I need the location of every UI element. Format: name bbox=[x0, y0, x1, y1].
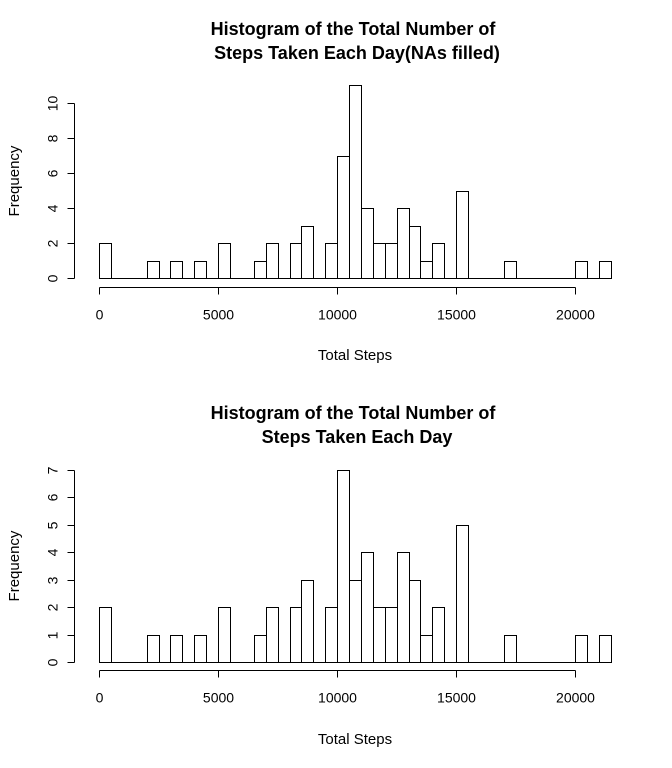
x-tick-label: 5000 bbox=[203, 690, 234, 706]
y-tick-label: 0 bbox=[45, 658, 61, 666]
histogram-bar bbox=[361, 208, 374, 279]
histogram-bars bbox=[99, 85, 612, 279]
histogram-bar bbox=[266, 243, 279, 279]
x-tick-label: 0 bbox=[96, 307, 104, 323]
histogram-bar bbox=[456, 191, 469, 279]
histogram-bar bbox=[301, 226, 314, 279]
histogram-bar bbox=[254, 261, 267, 279]
y-tick-label: 6 bbox=[45, 169, 61, 177]
y-tick-label: 10 bbox=[45, 96, 61, 112]
histogram-bar bbox=[147, 261, 160, 279]
y-tick-label: 2 bbox=[45, 603, 61, 611]
y-tick-label: 1 bbox=[45, 631, 61, 639]
x-tick-label: 20000 bbox=[556, 690, 595, 706]
histogram-bar bbox=[218, 243, 231, 279]
histogram-bar bbox=[456, 525, 469, 663]
histogram-bar bbox=[301, 580, 314, 663]
y-axis: 0 1 2 3 4 5 6 7 bbox=[45, 466, 75, 666]
histogram-panel-filled: Histogram of the Total Number of Steps T… bbox=[6, 19, 612, 364]
histogram-bar bbox=[170, 261, 183, 279]
histogram-bar bbox=[385, 607, 398, 663]
x-tick-label: 15000 bbox=[437, 307, 476, 323]
histogram-bar bbox=[397, 552, 410, 663]
chart-title-line-1: Histogram of the Total Number of bbox=[211, 403, 497, 423]
histogram-bar bbox=[349, 580, 362, 663]
y-axis-label: Frequency bbox=[6, 145, 23, 216]
histogram-bar bbox=[373, 243, 386, 279]
x-tick-label: 5000 bbox=[203, 307, 234, 323]
histogram-bar bbox=[397, 208, 410, 279]
histogram-bar bbox=[504, 261, 517, 279]
histogram-bar bbox=[409, 580, 421, 663]
y-tick-label: 3 bbox=[45, 576, 61, 584]
histogram-bar bbox=[575, 635, 588, 663]
y-axis-label: Frequency bbox=[6, 530, 23, 601]
y-tick-label: 8 bbox=[45, 134, 61, 142]
x-tick-label: 0 bbox=[96, 690, 104, 706]
histogram-bar bbox=[170, 635, 183, 663]
histogram-bar bbox=[325, 607, 338, 663]
histogram-bar bbox=[254, 635, 267, 663]
histogram-bar bbox=[194, 261, 207, 279]
y-tick-label: 6 bbox=[45, 493, 61, 501]
histogram-bar bbox=[409, 226, 421, 279]
histogram-bar bbox=[420, 635, 433, 663]
x-tick-label: 15000 bbox=[437, 690, 476, 706]
histogram-bar bbox=[432, 243, 445, 279]
histogram-bar bbox=[385, 243, 398, 279]
x-axis-label: Total Steps bbox=[318, 731, 392, 748]
x-tick-label: 10000 bbox=[318, 307, 357, 323]
histogram-bar bbox=[599, 261, 612, 279]
histogram-panel-raw: Histogram of the Total Number of Steps T… bbox=[6, 403, 612, 748]
chart-title-line-2: Steps Taken Each Day(NAs filled) bbox=[214, 43, 500, 63]
x-axis: 0 5000 10000 15000 20000 bbox=[96, 670, 595, 706]
histogram-bar bbox=[99, 243, 112, 279]
y-tick-label: 2 bbox=[45, 239, 61, 247]
chart-title-line-2: Steps Taken Each Day bbox=[262, 427, 453, 447]
histogram-bar bbox=[337, 470, 350, 663]
y-tick-label: 4 bbox=[45, 204, 61, 212]
histogram-bar bbox=[432, 607, 445, 663]
histogram-bars bbox=[99, 470, 612, 663]
histogram-bar bbox=[218, 607, 231, 663]
y-tick-label: 4 bbox=[45, 548, 61, 556]
histogram-bar bbox=[337, 156, 350, 279]
histogram-bar bbox=[194, 635, 207, 663]
histogram-bar bbox=[575, 261, 588, 279]
x-tick-label: 20000 bbox=[556, 307, 595, 323]
chart-title-line-1: Histogram of the Total Number of bbox=[211, 19, 497, 39]
y-tick-label: 0 bbox=[45, 274, 61, 282]
histogram-bar bbox=[599, 635, 612, 663]
y-axis: 0 2 4 6 8 10 bbox=[45, 96, 75, 282]
histogram-bar bbox=[325, 243, 338, 279]
histogram-bar bbox=[147, 635, 160, 663]
histogram-bar bbox=[420, 261, 433, 279]
y-tick-label: 5 bbox=[45, 521, 61, 529]
histogram-bar bbox=[349, 85, 362, 279]
histogram-bar bbox=[290, 243, 302, 279]
histogram-bar bbox=[361, 552, 374, 663]
histogram-bar bbox=[290, 607, 302, 663]
x-tick-label: 10000 bbox=[318, 690, 357, 706]
histogram-bar bbox=[266, 607, 279, 663]
histogram-bar bbox=[373, 607, 386, 663]
y-tick-label: 7 bbox=[45, 466, 61, 474]
x-axis: 0 5000 10000 15000 20000 bbox=[96, 287, 595, 323]
x-axis-label: Total Steps bbox=[318, 347, 392, 364]
histogram-bar bbox=[504, 635, 517, 663]
histogram-bar bbox=[99, 607, 112, 663]
